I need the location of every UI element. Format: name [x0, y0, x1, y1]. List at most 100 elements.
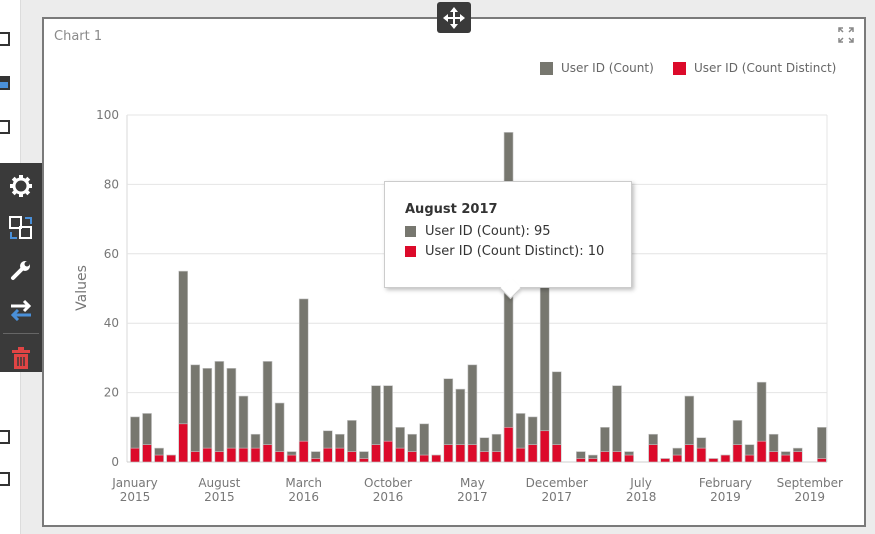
dropdown-icon[interactable]: [0, 430, 10, 444]
bar-count-distinct: [202, 447, 213, 463]
bar-count: [214, 361, 225, 463]
bar-count-distinct: [551, 444, 562, 463]
list-icon[interactable]: [0, 32, 10, 46]
x-tick-label-month: August: [198, 476, 240, 490]
bar-count-distinct: [262, 444, 273, 463]
x-tick-label-month: December: [526, 476, 588, 490]
widget-toolbar: [0, 163, 42, 372]
bar-count-distinct: [720, 454, 731, 463]
legend-item-distinct[interactable]: User ID (Count Distinct): [673, 61, 836, 75]
bar-count-distinct: [178, 423, 188, 463]
delete-button[interactable]: [0, 339, 42, 377]
bar-count-distinct: [600, 451, 610, 463]
bar-count-distinct: [238, 447, 249, 463]
x-tick-label-year: 2015: [120, 490, 151, 504]
chart-title: Chart 1: [54, 29, 103, 44]
y-tick-label: 0: [111, 455, 119, 469]
bar-count-distinct: [443, 444, 454, 463]
swap-axes-button[interactable]: [0, 291, 42, 329]
bar-count-distinct: [286, 454, 297, 463]
bar-count-distinct: [274, 451, 285, 463]
bar-count-distinct: [648, 444, 658, 463]
y-tick-label: 20: [104, 386, 119, 400]
bar-count-distinct: [371, 444, 381, 463]
wrench-icon: [11, 261, 30, 280]
x-tick-label-month: May: [460, 476, 485, 490]
bar-count-distinct: [214, 451, 225, 463]
bar-count: [817, 426, 827, 463]
widget-icon[interactable]: [0, 120, 10, 134]
bar-count-distinct: [491, 451, 502, 463]
legend-label-count: User ID (Count): [561, 61, 654, 75]
bar-count-distinct: [672, 454, 683, 463]
bar-count-distinct: [732, 444, 743, 463]
tooltip: August 2017 User ID (Count): 95 User ID …: [384, 181, 632, 300]
arrows-swap-icon: [10, 299, 32, 321]
bar-count-distinct: [322, 447, 333, 463]
bar-count-distinct: [576, 458, 586, 463]
bar-count-distinct: [780, 454, 791, 463]
settings-button[interactable]: [0, 167, 42, 205]
x-tick-label-year: 2019: [710, 490, 741, 504]
x-tick-label-month: July: [629, 476, 652, 490]
layout-icon[interactable]: [0, 76, 10, 90]
bar-count-distinct: [624, 454, 634, 463]
tooltip-title: August 2017: [405, 202, 498, 217]
tooltip-distinct: User ID (Count Distinct): 10: [425, 244, 605, 259]
y-tick-label: 40: [104, 316, 119, 330]
x-tick-label-month: September: [777, 476, 843, 490]
bar-count-distinct: [347, 451, 357, 463]
gear-icon: [10, 175, 32, 197]
bar-count-distinct: [708, 458, 719, 463]
bar-count-distinct: [455, 444, 466, 463]
tooltip-count: User ID (Count): 95: [425, 224, 551, 239]
swap-visual-button[interactable]: [0, 209, 42, 247]
x-tick-label-year: 2015: [204, 490, 235, 504]
y-tick-label: 100: [96, 108, 119, 122]
bar-count-distinct: [383, 440, 393, 463]
bar-count-distinct: [744, 454, 755, 463]
bar-count-distinct: [467, 444, 478, 463]
bar-count-distinct: [539, 430, 550, 463]
tooltip-swatch-distinct: [405, 246, 416, 257]
bar-count-distinct: [407, 451, 417, 463]
fullscreen-icon[interactable]: [838, 27, 854, 47]
x-tick-label-month: March: [285, 476, 322, 490]
bar-count-distinct: [756, 440, 767, 463]
bar-count: [190, 364, 201, 463]
x-tick-label-year: 2016: [373, 490, 404, 504]
bar-count-distinct: [190, 451, 201, 463]
bar-count-distinct: [527, 444, 538, 463]
bar-count-distinct: [359, 458, 369, 463]
trash-icon: [12, 347, 30, 369]
comment-icon[interactable]: [0, 472, 10, 486]
bar-count-distinct: [684, 444, 695, 463]
y-tick-label: 60: [104, 247, 119, 261]
bar-count-distinct: [431, 454, 442, 463]
move-icon: [443, 6, 465, 29]
tooltip-swatch-count: [405, 226, 416, 237]
x-tick-label-month: January: [111, 476, 158, 490]
bar-count-distinct: [154, 454, 164, 463]
bar-count: [612, 385, 622, 463]
legend-item-count[interactable]: User ID (Count): [540, 61, 654, 75]
bar-count: [298, 298, 309, 463]
bar-count-distinct: [768, 451, 779, 463]
bar-count-distinct: [130, 447, 140, 463]
x-tick-label-month: February: [699, 476, 752, 490]
bar-count-distinct: [166, 454, 176, 463]
legend-label-distinct: User ID (Count Distinct): [694, 61, 837, 75]
x-tick-label-year: 2017: [541, 490, 572, 504]
bar-count-distinct: [226, 447, 237, 463]
bar-count-distinct: [250, 447, 261, 463]
x-tick-label-year: 2018: [626, 490, 657, 504]
bar-count-distinct: [612, 451, 622, 463]
bar-count-distinct: [696, 447, 707, 463]
bar-count-distinct: [479, 451, 490, 463]
y-tick-label: 80: [104, 177, 119, 191]
bar-count-distinct: [792, 451, 803, 463]
bar-count-distinct: [817, 458, 827, 463]
move-handle[interactable]: [437, 2, 471, 33]
edit-button[interactable]: [0, 251, 42, 289]
bar-count-distinct: [335, 447, 345, 463]
